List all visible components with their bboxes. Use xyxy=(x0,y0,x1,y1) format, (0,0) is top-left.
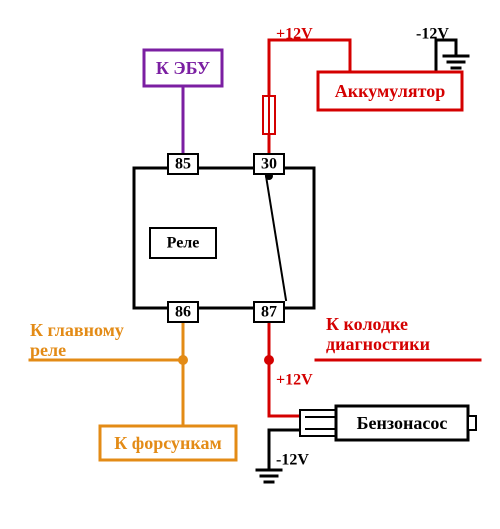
pump-neg-label: -12V xyxy=(276,452,309,469)
terminal-87-label: 87 xyxy=(261,304,277,321)
pump-connector xyxy=(300,410,336,436)
battery-label: Аккумулятор xyxy=(335,81,446,101)
ecu-label: К ЭБУ xyxy=(156,58,210,78)
terminal-30-label: 30 xyxy=(261,156,277,173)
relay-label: Реле xyxy=(167,235,200,252)
terminal-86-label: 86 xyxy=(175,304,191,321)
battery-neg-label: -12V xyxy=(416,26,449,43)
injectors-label: К форсункам xyxy=(114,433,222,453)
pump-pos-label: +12V xyxy=(276,372,313,389)
pump-outlet xyxy=(468,416,476,430)
terminal-85-label: 85 xyxy=(175,156,191,173)
junction-injectors xyxy=(178,355,188,365)
junction-87 xyxy=(264,355,274,365)
pump-label: Бензонасос xyxy=(357,413,448,433)
battery-pos-label: +12V xyxy=(276,26,313,43)
